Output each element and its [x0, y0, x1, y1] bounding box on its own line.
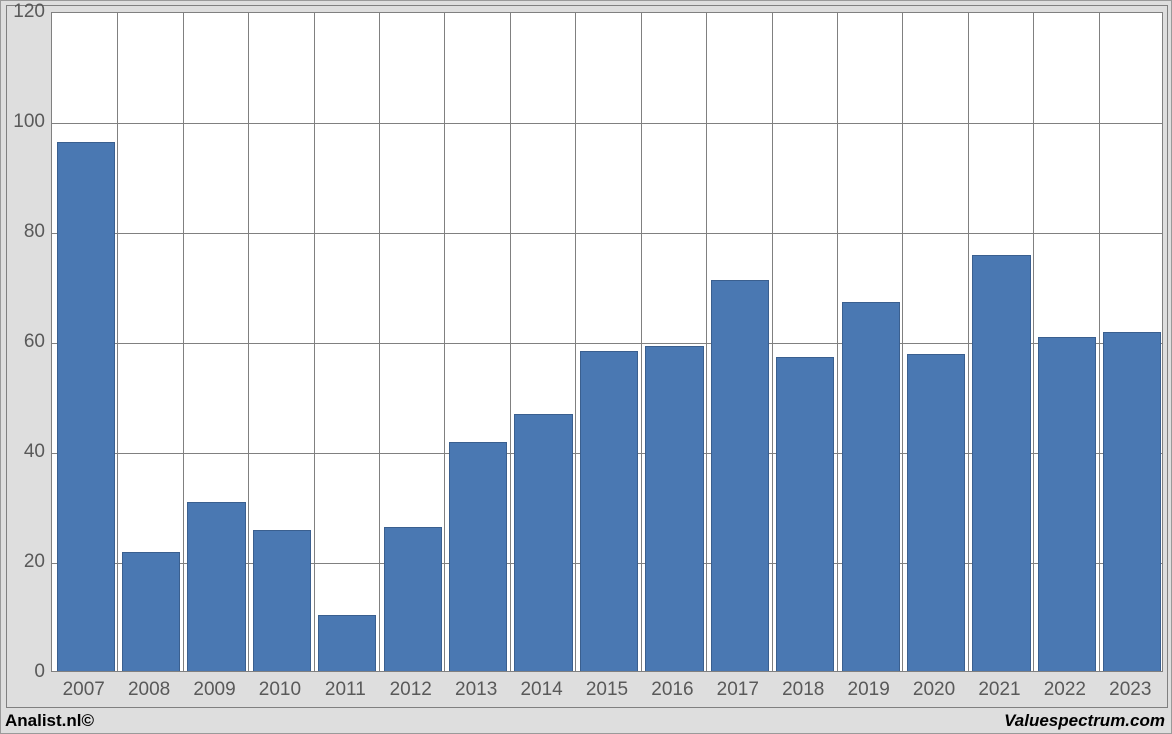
bar	[907, 354, 965, 671]
gridline-v	[510, 13, 511, 671]
bar	[645, 346, 703, 672]
gridline-v	[706, 13, 707, 671]
y-tick-label: 60	[5, 331, 45, 353]
gridline-v	[968, 13, 969, 671]
x-tick-label: 2007	[63, 679, 105, 701]
bar	[842, 302, 900, 672]
bar	[187, 502, 245, 671]
footer-right: Valuespectrum.com	[1004, 711, 1165, 731]
x-tick-label: 2010	[259, 679, 301, 701]
gridline-v	[248, 13, 249, 671]
x-tick-label: 2013	[455, 679, 497, 701]
footer-left: Analist.nl©	[5, 711, 94, 731]
bar	[580, 351, 638, 671]
chart-container: Analist.nl© Valuespectrum.com 0 20 40 60 80 1…	[0, 0, 1172, 734]
x-tick-label: 2012	[390, 679, 432, 701]
x-tick-label: 2014	[520, 679, 562, 701]
x-tick-label: 2011	[325, 679, 366, 701]
bar	[514, 414, 572, 671]
x-tick-label: 2018	[782, 679, 824, 701]
bar	[318, 615, 376, 671]
bar	[711, 280, 769, 672]
bar	[1103, 332, 1161, 671]
gridline-v	[1099, 13, 1100, 671]
bar	[122, 552, 180, 671]
x-tick-label: 2008	[128, 679, 170, 701]
bar	[57, 142, 115, 671]
gridline-v	[902, 13, 903, 671]
gridline-v	[314, 13, 315, 671]
x-tick-label: 2015	[586, 679, 628, 701]
x-tick-label: 2019	[848, 679, 890, 701]
x-tick-label: 2021	[978, 679, 1020, 701]
gridline-h	[52, 233, 1162, 234]
y-tick-label: 20	[5, 551, 45, 573]
x-tick-label: 2022	[1044, 679, 1086, 701]
bar	[972, 255, 1030, 671]
bar	[776, 357, 834, 672]
gridline-v	[183, 13, 184, 671]
y-tick-label: 100	[5, 111, 45, 133]
x-tick-label: 2009	[193, 679, 235, 701]
x-tick-label: 2017	[717, 679, 759, 701]
x-tick-label: 2020	[913, 679, 955, 701]
gridline-v	[772, 13, 773, 671]
x-tick-label: 2023	[1109, 679, 1151, 701]
y-tick-label: 80	[5, 221, 45, 243]
bar	[384, 527, 442, 671]
y-tick-label: 40	[5, 441, 45, 463]
bar	[1038, 337, 1096, 671]
x-tick-label: 2016	[651, 679, 693, 701]
y-tick-label: 0	[5, 661, 45, 683]
gridline-v	[117, 13, 118, 671]
gridline-v	[444, 13, 445, 671]
gridline-v	[575, 13, 576, 671]
gridline-v	[837, 13, 838, 671]
bar	[253, 530, 311, 671]
gridline-v	[641, 13, 642, 671]
y-tick-label: 120	[5, 1, 45, 23]
plot-area	[51, 12, 1163, 672]
gridline-v	[1033, 13, 1034, 671]
gridline-h	[52, 123, 1162, 124]
gridline-v	[379, 13, 380, 671]
bar	[449, 442, 507, 671]
